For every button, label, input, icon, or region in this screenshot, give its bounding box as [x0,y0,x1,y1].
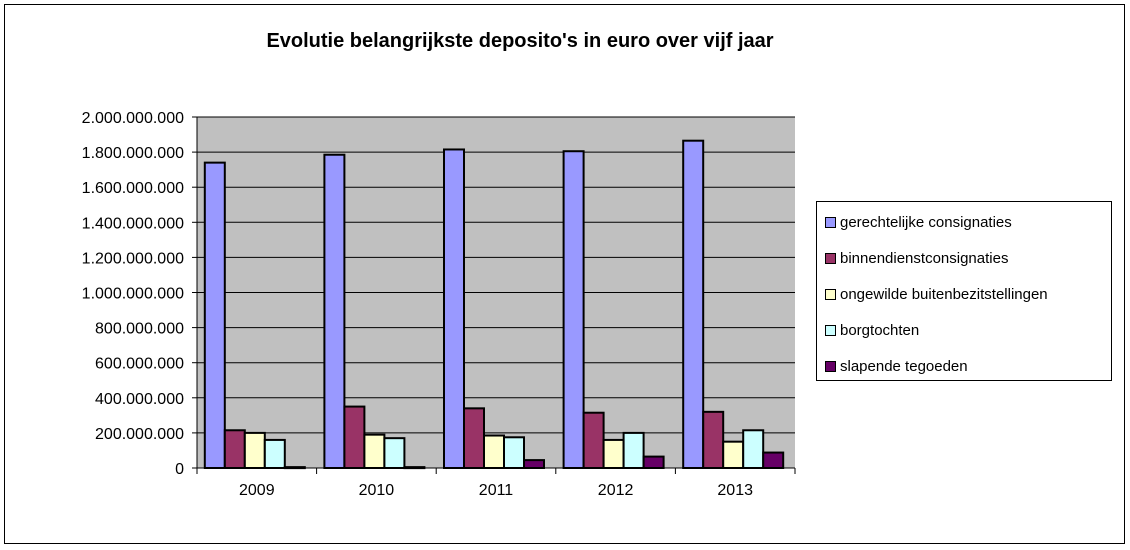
legend-swatch [825,216,836,228]
bar [343,405,366,470]
bar [263,438,286,470]
bar [622,431,645,469]
legend-label: gerechtelijke consignaties [840,213,1012,231]
legend-swatch [825,360,836,372]
bar [243,431,266,469]
legend-item: gerechtelijke consignaties [825,212,1012,232]
bar [323,153,346,469]
y-tick-label: 400.000.000 [95,391,184,408]
bar [223,429,246,469]
legend-swatch [825,252,836,264]
bar [443,148,465,469]
y-tick-label: 2.000.000.000 [82,110,184,127]
legend-item: ongewilde buitenbezitstellingen [825,284,1048,304]
bar [722,440,745,469]
legend-item: borgtochten [825,320,919,340]
bar [602,438,625,470]
legend: gerechtelijke consignaties binnendienstco… [816,201,1112,381]
legend-label: binnendienstconsignaties [840,249,1009,267]
x-tick-label: 2013 [717,482,753,499]
legend-item: slapende tegoeden [825,356,968,376]
legend-label: slapende tegoeden [840,357,968,375]
y-tick-label: 1.200.000.000 [82,250,184,267]
legend-label: borgtochten [840,321,920,339]
x-tick-label: 2010 [359,482,395,499]
bar [742,429,765,469]
bar [682,139,705,469]
y-tick-label: 1.400.000.000 [82,215,184,232]
x-tick-label: 2009 [239,482,275,499]
bar [523,459,545,470]
y-tick-label: 1.800.000.000 [82,145,184,162]
bar [762,451,785,469]
bar [383,437,406,470]
legend-swatch [825,324,836,336]
legend-label: ongewilde buitenbezitstellingen [840,285,1048,303]
bar [463,407,485,469]
bar [483,434,505,469]
y-tick-label: 0 [175,461,184,478]
y-tick-label: 600.000.000 [95,356,184,373]
bar [702,410,725,469]
x-tick-label: 2011 [479,482,514,499]
bar [363,433,386,469]
bar [582,411,605,469]
bar [562,150,585,469]
y-tick-label: 1.600.000.000 [82,180,184,197]
y-tick-label: 800.000.000 [95,321,184,338]
bar [503,436,525,470]
legend-item: binnendienstconsignaties [825,248,1008,268]
bar [642,455,665,469]
legend-swatch [825,288,836,300]
bar [203,161,226,469]
y-tick-label: 200.000.000 [95,426,184,443]
x-tick-label: 2012 [598,482,634,499]
y-tick-label: 1.000.000.000 [82,286,184,303]
chart-title: Evolutie belangrijkste deposito's in eur… [266,30,774,52]
